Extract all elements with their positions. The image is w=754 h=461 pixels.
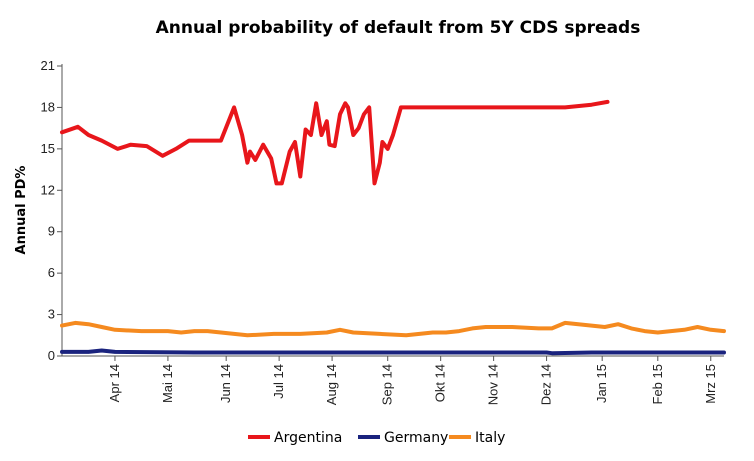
y-tick-label: 0 [48, 348, 55, 363]
series-line-argentina [60, 99, 610, 186]
legend: Argentina Germany Italy [248, 430, 505, 446]
y-tick-label: 6 [48, 265, 55, 280]
x-tick-label: Jul 14 [271, 364, 286, 399]
x-tick-label: Mrz 15 [703, 364, 718, 404]
y-tick-label: 12 [41, 182, 55, 197]
y-tick-label: 21 [41, 58, 55, 73]
x-tick-label: Apr 14 [107, 364, 122, 402]
y-tick-label: 3 [48, 307, 55, 322]
x-tick-label: Nov 14 [486, 364, 501, 405]
legend-label-argentina: Argentina [274, 430, 342, 446]
legend-label-germany: Germany [384, 430, 448, 446]
series-line-germany [60, 348, 726, 356]
x-tick-label: Aug 14 [324, 364, 339, 405]
x-tick-label: Jun 14 [218, 364, 233, 403]
y-tick-label: 9 [48, 224, 55, 239]
x-tick-label: Feb 15 [650, 364, 665, 404]
x-tick-label: Dez 14 [539, 364, 554, 405]
plot-area: 0 3 6 9 12 15 18 21 Apr 14 Mai 14 Jun 14 Jul 14 Aug … [41, 58, 726, 405]
x-tick-label: Mai 14 [160, 364, 175, 403]
y-axis-label: Annual PD% [14, 166, 29, 255]
x-tick-label: Okt 14 [433, 364, 448, 402]
y-tick-label: 18 [41, 99, 55, 114]
x-tick-label: Jan 15 [594, 364, 609, 403]
series-line-italy [60, 320, 726, 338]
x-tick-label: Sep 14 [380, 364, 395, 405]
y-tick-label: 15 [41, 141, 55, 156]
legend-label-italy: Italy [475, 430, 505, 446]
chart-title: Annual probability of default from 5Y CD… [156, 18, 641, 38]
